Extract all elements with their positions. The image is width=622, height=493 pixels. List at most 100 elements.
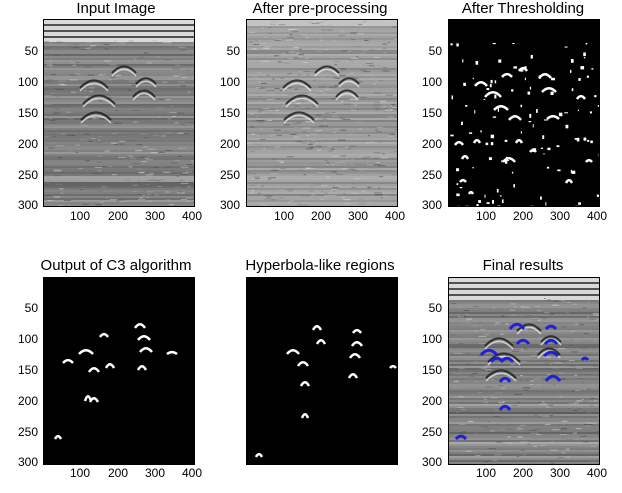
noise-speck (494, 80, 497, 84)
input-radargram (43, 19, 195, 207)
noise-speck (540, 147, 544, 149)
reflection-hyperbola (314, 68, 340, 77)
x-tick: 300 (144, 209, 166, 223)
y-tick: 50 (24, 301, 38, 315)
noise-speck (545, 202, 547, 206)
y-tick: 250 (17, 168, 38, 182)
noise-speck (524, 77, 526, 81)
blob (501, 72, 513, 78)
noise-speck (583, 137, 587, 141)
detected-hyperbola (499, 356, 515, 363)
y-tick: 150 (421, 106, 442, 120)
y-tick: 100 (17, 332, 38, 346)
reflection-hyperbola (79, 79, 109, 89)
preprocessed-radargram (246, 19, 398, 207)
noise-speck (486, 202, 490, 204)
y-tick: 300 (17, 455, 38, 469)
noise-speck (462, 59, 464, 63)
detected-hyperbola (543, 338, 559, 345)
reflection-hyperbola (283, 111, 315, 121)
noise-speck (594, 95, 597, 98)
y-tick: 50 (226, 44, 240, 58)
hyperbola-region (389, 364, 397, 369)
x-tick: 100 (69, 466, 91, 480)
y-tick: 150 (421, 363, 442, 377)
reflection-hyperbola (516, 323, 542, 332)
region (83, 395, 93, 402)
region (98, 332, 110, 338)
y-tick: 300 (219, 198, 240, 212)
reflection-hyperbola (132, 92, 156, 101)
reflection-hyperbola (282, 82, 312, 92)
noise-speck (511, 171, 514, 174)
blob (484, 91, 502, 98)
y-tick: 100 (219, 75, 240, 89)
noise-speck (501, 160, 505, 163)
noise-speck (532, 148, 537, 152)
reflection-hyperbola (485, 372, 517, 382)
noise-speck (586, 75, 589, 78)
region (53, 434, 63, 440)
noise-speck (465, 105, 468, 107)
x-tick: 300 (549, 209, 571, 223)
noise-speck (585, 42, 588, 45)
noise-speck (496, 188, 499, 193)
hyperbola-region (299, 380, 311, 387)
noise-speck (505, 159, 509, 162)
noise-speck (578, 78, 581, 81)
region (137, 334, 151, 341)
region (133, 322, 147, 329)
noise-speck (459, 186, 463, 189)
noise-speck (512, 42, 515, 45)
y-tick: 250 (421, 168, 442, 182)
x-tick: 400 (586, 466, 608, 480)
region (166, 350, 178, 356)
reflection-hyperbola (132, 89, 156, 98)
noise-speck (583, 52, 586, 57)
hyperbola-region (296, 360, 310, 367)
blob (508, 114, 522, 121)
noise-speck (583, 57, 586, 59)
noise-speck (488, 157, 492, 161)
noise-speck (520, 131, 522, 134)
noise-speck (578, 202, 582, 205)
y-tick: 250 (219, 168, 240, 182)
noise-speck (456, 183, 459, 186)
noise-speck (492, 42, 496, 45)
x-tick: 300 (549, 466, 571, 480)
reflection-hyperbola (516, 326, 542, 335)
hyperbola-region (286, 348, 300, 355)
noise-speck (528, 121, 532, 123)
x-tick: 300 (347, 209, 369, 223)
y-tick: 50 (24, 44, 38, 58)
blob (493, 104, 509, 111)
x-tick: 200 (512, 209, 534, 223)
noise-speck (472, 77, 474, 80)
detected-hyperbola (580, 356, 590, 361)
noise-speck (571, 88, 574, 92)
noise-speck (483, 98, 486, 100)
noise-speck (472, 167, 474, 169)
noise-speck (542, 135, 545, 140)
x-tick: 400 (181, 466, 203, 480)
reflection-hyperbola (338, 80, 360, 88)
noise-speck (589, 111, 592, 114)
threshold-binary-image (448, 19, 600, 207)
panel-title: Hyperbola-like regions (245, 257, 395, 274)
reflection-hyperbola (111, 68, 137, 77)
blob (585, 158, 593, 163)
y-tick: 200 (421, 137, 442, 151)
reflection-hyperbola (135, 80, 157, 88)
x-tick: 200 (107, 466, 129, 480)
x-tick: 200 (512, 466, 534, 480)
noise-speck (490, 134, 495, 139)
noise-speck (519, 68, 524, 72)
detected-hyperbola (544, 374, 562, 382)
noise-speck (551, 77, 556, 81)
noise-speck (540, 196, 542, 200)
noise-speck (504, 139, 508, 142)
noise-speck (564, 112, 569, 114)
blob (460, 154, 470, 160)
reflection-hyperbola (485, 369, 517, 379)
noise-speck (557, 169, 561, 172)
